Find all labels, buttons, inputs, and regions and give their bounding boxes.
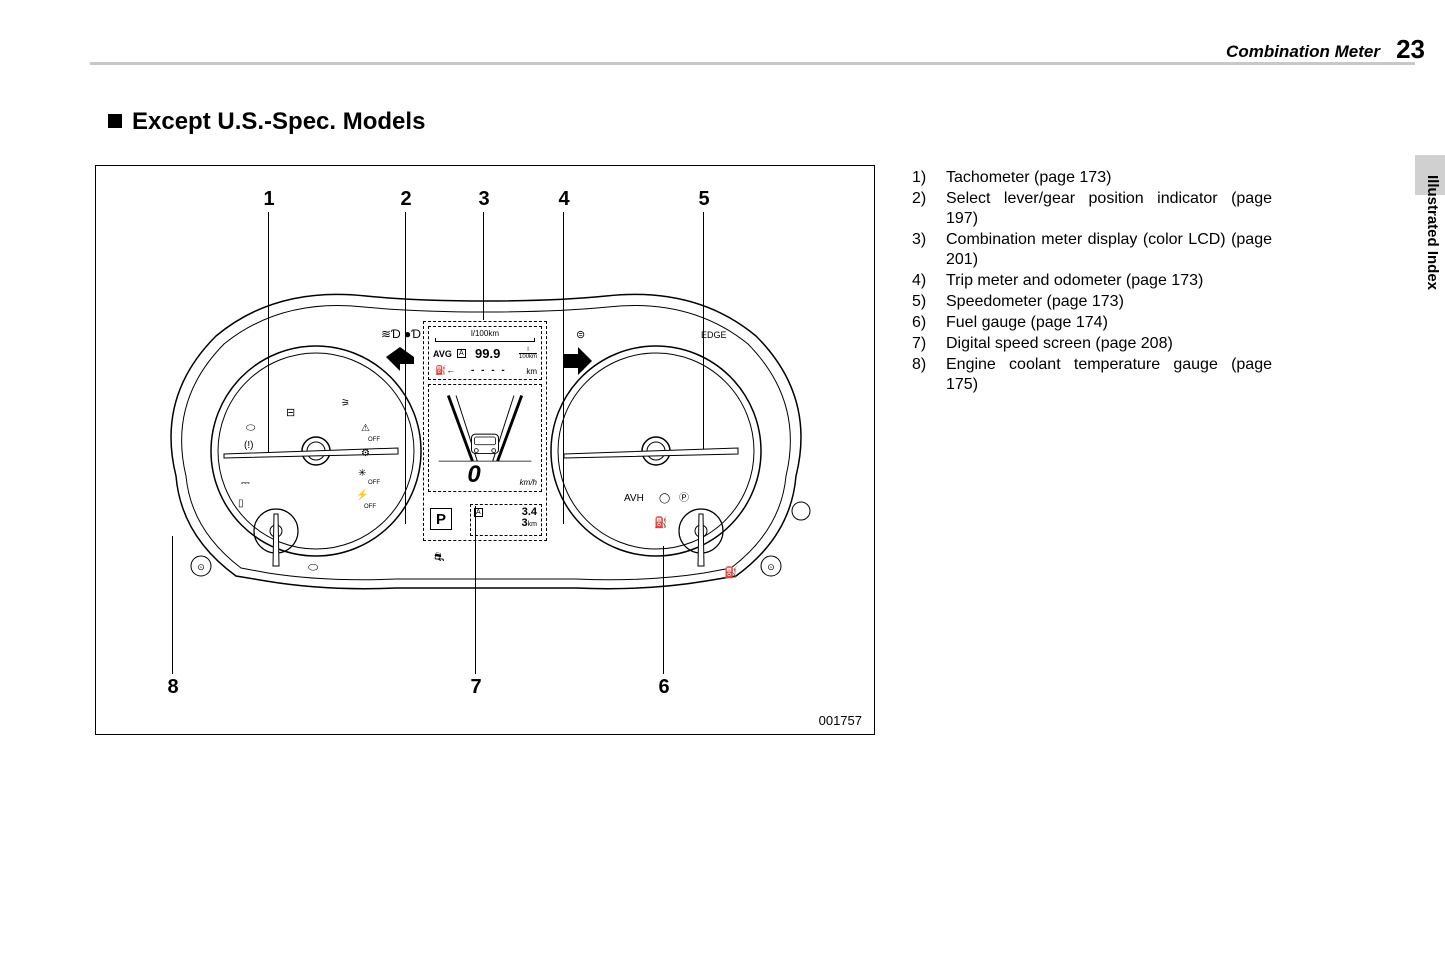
svg-text:⊙: ⊙ <box>767 562 775 572</box>
callout-1: 1 <box>259 188 279 211</box>
header-rule <box>90 62 1415 65</box>
svg-text:(!): (!) <box>244 440 253 451</box>
legend-num: 7) <box>912 334 946 354</box>
callout-2: 2 <box>396 188 416 211</box>
lcd-avg-label: AVG <box>433 349 452 359</box>
svg-text:⬭: ⬭ <box>246 422 256 434</box>
legend-num: 4) <box>912 271 946 291</box>
svg-text:●Ɗ: ●Ɗ <box>404 327 421 341</box>
svg-text:Ⓟ: Ⓟ <box>679 492 689 504</box>
header-section-title: Combination Meter <box>1226 42 1380 62</box>
lcd-fuel-econ: l/100km AVG A 99.9 l100km ⛽← - - - - km <box>428 326 542 380</box>
svg-text:▯: ▯ <box>238 498 244 509</box>
svg-text:⚞: ⚞ <box>341 398 350 409</box>
lcd-top-unit: l/100km <box>429 329 541 338</box>
svg-text:⛽: ⛽ <box>724 566 738 579</box>
legend-item: 5)Speedometer (page 173) <box>912 292 1272 312</box>
figure-code: 001757 <box>819 713 862 728</box>
side-tab: Illustrated Index <box>1415 155 1445 355</box>
legend-text: Select lever/gear position indicator (pa… <box>946 189 1272 229</box>
section-heading-text: Except U.S.-Spec. Models <box>132 108 425 135</box>
svg-text:⚙: ⚙ <box>361 448 370 459</box>
svg-text:EDGE: EDGE <box>701 330 727 340</box>
lcd-km-unit: km <box>526 367 537 376</box>
legend-item: 7)Digital speed screen (page 208) <box>912 334 1272 354</box>
callout-5: 5 <box>694 188 714 211</box>
svg-text:⚠: ⚠ <box>361 423 370 434</box>
svg-text:⬭: ⬭ <box>308 560 319 574</box>
lcd-gear: P <box>430 508 452 530</box>
callout-8: 8 <box>163 676 183 699</box>
svg-text:AVH: AVH <box>624 493 644 504</box>
svg-text:⊜: ⊜ <box>576 329 585 341</box>
svg-text:⛽: ⛽ <box>654 516 668 529</box>
legend-item: 1)Tachometer (page 173) <box>912 168 1272 188</box>
callout-3: 3 <box>474 188 494 211</box>
callout-6: 6 <box>654 676 674 699</box>
legend-num: 1) <box>912 168 946 188</box>
lcd-lane-view: 0 km/h <box>428 384 542 492</box>
lcd-km-dash: - - - - <box>471 365 507 376</box>
svg-text:⛐: ⛐ <box>434 550 444 564</box>
svg-text:≋Ɗ: ≋Ɗ <box>381 327 401 341</box>
legend-item: 3)Combination meter display (color LCD) … <box>912 230 1272 270</box>
legend-list: 1)Tachometer (page 173) 2)Select lever/g… <box>912 168 1272 396</box>
lcd-trip: A 3.4 3km <box>470 504 542 536</box>
legend-item: 6)Fuel gauge (page 174) <box>912 313 1272 333</box>
page-number: 23 <box>1396 34 1425 65</box>
lcd-speed: 0 <box>429 461 519 489</box>
fuel-icon: ⛽← <box>435 365 455 376</box>
legend-text: Trip meter and odometer (page 173) <box>946 271 1272 291</box>
legend-text: Tachometer (page 173) <box>946 168 1272 188</box>
figure-frame: 1 2 3 4 5 8 7 6 <box>95 165 875 735</box>
lcd-trip-unit: km <box>528 521 537 528</box>
svg-text:⎓: ⎓ <box>241 477 250 489</box>
section-heading: Except U.S.-Spec. Models <box>108 108 425 136</box>
lcd-bar <box>435 338 535 342</box>
legend-item: 8)Engine coolant temperature gauge (page… <box>912 355 1272 395</box>
lcd-speed-unit: km/h <box>520 478 537 487</box>
svg-text:✳: ✳ <box>358 468 366 479</box>
lcd-avg-icon: A <box>457 349 466 358</box>
bullet-icon <box>108 114 122 128</box>
legend-num: 2) <box>912 189 946 229</box>
svg-text:OFF: OFF <box>364 504 376 510</box>
callout-4: 4 <box>554 188 574 211</box>
legend-item: 4)Trip meter and odometer (page 173) <box>912 271 1272 291</box>
svg-text:⊟: ⊟ <box>286 407 295 419</box>
lcd-avg-unit: l100km <box>519 347 537 360</box>
svg-text:OFF: OFF <box>368 437 380 443</box>
lcd-trip-a: A <box>474 508 483 517</box>
legend-num: 3) <box>912 230 946 270</box>
legend-text: Combination meter display (color LCD) (p… <box>946 230 1272 270</box>
legend-num: 5) <box>912 292 946 312</box>
callout-7: 7 <box>466 676 486 699</box>
legend-item: 2)Select lever/gear position indicator (… <box>912 189 1272 229</box>
svg-text:⚡: ⚡ <box>356 488 368 501</box>
legend-text: Fuel gauge (page 174) <box>946 313 1272 333</box>
lcd-outline: l/100km AVG A 99.9 l100km ⛽← - - - - km <box>423 321 547 541</box>
lcd-avg-value: 99.9 <box>475 346 500 361</box>
side-tab-label: Illustrated Index <box>1424 175 1441 290</box>
svg-text:⊙: ⊙ <box>197 562 205 572</box>
legend-text: Digital speed screen (page 208) <box>946 334 1272 354</box>
legend-num: 8) <box>912 355 946 395</box>
legend-text: Speedometer (page 173) <box>946 292 1272 312</box>
legend-num: 6) <box>912 313 946 333</box>
svg-text:◯: ◯ <box>659 493 670 504</box>
legend-text: Engine coolant temperature gauge (page 1… <box>946 355 1272 395</box>
svg-text:OFF: OFF <box>368 480 380 486</box>
